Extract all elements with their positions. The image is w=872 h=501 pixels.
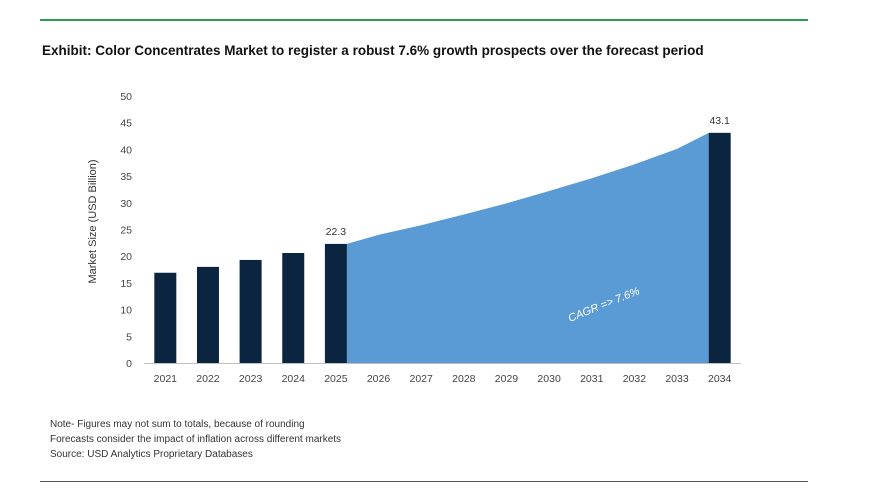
y-tick-label: 35 [120, 171, 132, 183]
x-tick-label: 2025 [324, 373, 348, 385]
x-tick-label: 2026 [367, 373, 391, 385]
y-tick-label: 20 [120, 251, 132, 263]
note-rounding: Note- Figures may not sum to totals, bec… [50, 419, 305, 430]
bar-2022 [196, 266, 219, 363]
x-tick-label: 2034 [708, 373, 732, 385]
y-tick-label: 45 [120, 118, 132, 130]
x-tick-label: 2027 [409, 373, 433, 385]
note-source: Source: USD Analytics Proprietary Databa… [50, 449, 253, 460]
y-tick-label: 25 [120, 225, 132, 237]
x-tick-label: 2021 [154, 373, 178, 385]
bar-2025 [324, 243, 347, 363]
data-labels: 22.3 43.1 [326, 115, 730, 238]
y-tick-label: 40 [120, 144, 132, 156]
y-tick-label: 0 [126, 358, 132, 370]
note-inflation: Forecasts consider the impact of inflati… [50, 434, 342, 445]
x-tick-label: 2031 [580, 373, 604, 385]
data-label-2025: 22.3 [326, 226, 347, 238]
y-tick-label: 5 [126, 331, 132, 343]
x-tick-label: 2022 [196, 373, 220, 385]
top-rule [40, 19, 808, 21]
y-axis-ticks: 0 5 10 15 20 25 30 35 40 45 50 [120, 91, 132, 370]
forecast-area [346, 132, 709, 363]
y-axis-label: Market Size (USD Billion) [87, 159, 99, 283]
x-tick-label: 2033 [665, 373, 689, 385]
x-tick-label: 2024 [282, 373, 306, 385]
footnotes: Note- Figures may not sum to totals, bec… [50, 417, 341, 462]
bottom-rule [40, 481, 808, 482]
bar-2023 [239, 259, 262, 363]
bar-2021 [154, 272, 177, 363]
forecast-area-layer [346, 132, 709, 363]
x-axis-ticks: 2021 2022 2023 2024 2025 2026 2027 2028 2029 2030… [154, 373, 732, 385]
x-tick-label: 2030 [537, 373, 561, 385]
x-tick-label: 2023 [239, 373, 263, 385]
bar-layer [154, 132, 731, 363]
y-tick-label: 15 [120, 278, 132, 290]
y-tick-label: 50 [120, 91, 132, 103]
y-tick-label: 10 [120, 305, 132, 317]
data-label-2034: 43.1 [709, 115, 730, 127]
bar-2024 [282, 252, 305, 363]
chart-title: Exhibit: Color Concentrates Market to re… [42, 43, 704, 58]
x-tick-label: 2029 [495, 373, 519, 385]
bar-2034 [708, 132, 731, 363]
x-tick-label: 2032 [623, 373, 647, 385]
x-tick-label: 2028 [452, 373, 476, 385]
y-tick-label: 30 [120, 198, 132, 210]
